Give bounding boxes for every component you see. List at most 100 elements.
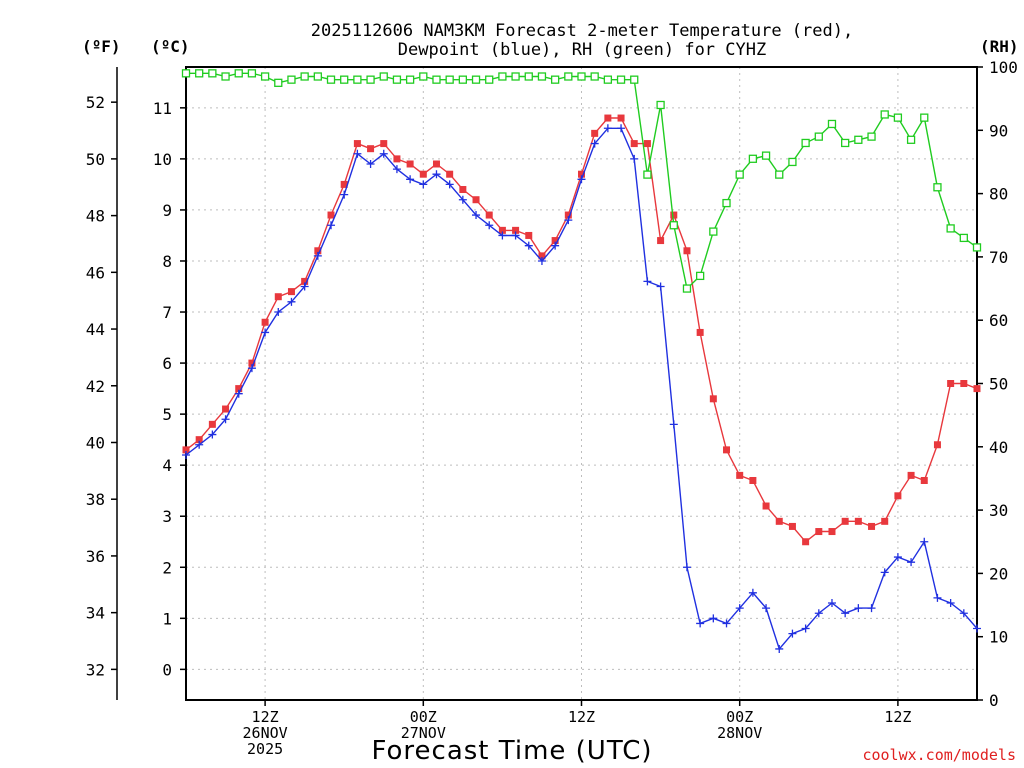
temperature-point (380, 140, 388, 148)
rh-tick-label: 100 (989, 58, 1018, 77)
temperature-point (775, 517, 783, 525)
temperature-point (802, 538, 810, 546)
dewpoint-point (406, 175, 415, 184)
rh-point (616, 75, 626, 84)
rh-point (340, 75, 349, 84)
dewpoint-point (498, 231, 507, 240)
dewpoint-point (511, 231, 520, 240)
rh-point (920, 113, 929, 122)
celsius-tick-label: 10 (153, 150, 172, 169)
dewpoint-point (551, 241, 560, 250)
rh-point (946, 224, 955, 233)
dewpoint-point (867, 604, 876, 613)
temperature-point (538, 252, 546, 260)
time-tick-label: 12Z (252, 708, 279, 726)
temperature-point (736, 471, 744, 479)
temperature-point (841, 517, 849, 525)
time-tick-label: 26NOV (243, 724, 288, 742)
rh-point (471, 75, 481, 84)
rh-point (498, 72, 507, 81)
fahrenheit-tick-label: 46 (86, 263, 105, 282)
fahrenheit-tick-label: 44 (86, 320, 105, 339)
temperature-point (643, 140, 651, 148)
dewpoint-point (880, 568, 889, 577)
rh-point (841, 138, 850, 148)
rh-point (300, 72, 309, 81)
dewpoint-point (247, 364, 256, 373)
rh-point (485, 75, 494, 84)
dewpoint-point (603, 124, 612, 133)
rh-point (814, 132, 823, 141)
temperature-point (907, 471, 915, 479)
rh-point (893, 113, 903, 122)
fahrenheit-unit-label: (ºF) (82, 37, 121, 56)
temperature-point (182, 446, 190, 454)
temperature-point (828, 528, 836, 536)
celsius-tick-label: 7 (162, 303, 172, 322)
temperature-point (314, 247, 322, 255)
temperature-point (512, 226, 520, 234)
rh-point (854, 135, 863, 144)
temperature-point (367, 145, 375, 153)
rh-point (287, 75, 296, 84)
title-line-1: 2025112606 NAM3KM Forecast 2-meter Tempe… (311, 21, 853, 41)
dewpoint-point (801, 624, 810, 633)
temperature-point (947, 380, 955, 387)
dewpoint-point (537, 256, 546, 265)
fahrenheit-tick-label: 34 (86, 604, 105, 623)
temperature-point (604, 114, 612, 122)
temperature-point (301, 277, 309, 285)
series-rh (181, 69, 982, 293)
dewpoint-point (234, 389, 243, 398)
rh-point (577, 72, 586, 81)
temperature-point (933, 441, 941, 449)
rh-point (405, 75, 415, 84)
fahrenheit-tick-label: 50 (86, 150, 105, 169)
rh-point (748, 154, 758, 163)
dewpoint-point (920, 537, 929, 546)
temperature-point (353, 140, 361, 148)
series-temperature (182, 114, 981, 546)
rh-point (313, 72, 322, 81)
temperature-point (208, 420, 216, 428)
rh-point (524, 72, 533, 81)
rh-point (933, 183, 942, 192)
dewpoint-point (669, 420, 678, 429)
celsius-tick-label: 4 (162, 456, 172, 475)
rh-tick-label: 0 (989, 691, 999, 710)
celsius-tick-label: 8 (162, 252, 172, 271)
rh-point (326, 75, 336, 84)
rh-point (696, 271, 705, 281)
dewpoint-point (775, 644, 784, 653)
dewpoint-point (577, 175, 586, 184)
dewpoint-point (353, 149, 362, 158)
rh-tick-label: 40 (989, 438, 1008, 457)
dewpoint-point (419, 180, 428, 189)
rh-point (419, 72, 428, 81)
rh-tick-label: 30 (989, 501, 1008, 520)
dewpoint-point (274, 308, 283, 317)
rh-point (564, 72, 573, 81)
fahrenheit-tick-label: 32 (86, 660, 105, 679)
temperature-point (248, 359, 256, 367)
dewpoint-point (933, 593, 942, 602)
rh-point (906, 135, 916, 144)
temperature-point (472, 196, 480, 204)
dewpoint-point (959, 609, 968, 618)
dewpoint-point (841, 609, 850, 618)
dewpoint-point (485, 221, 494, 230)
temperature-point (459, 186, 467, 194)
dewpoint-point (748, 588, 757, 597)
dewpoint-point (458, 195, 467, 204)
rh-point (208, 69, 217, 78)
temperature-point (222, 405, 230, 413)
rh-tick-label: 60 (989, 311, 1008, 330)
celsius-tick-label: 9 (162, 201, 172, 220)
dewpoint-point (722, 619, 731, 628)
rh-point (353, 75, 362, 84)
temperature-point (393, 155, 401, 163)
title-line-2: Dewpoint (blue), RH (green) for CYHZ (398, 40, 766, 60)
rh-point (247, 69, 257, 78)
dewpoint-point (261, 328, 270, 337)
celsius-tick-label: 2 (162, 558, 172, 577)
